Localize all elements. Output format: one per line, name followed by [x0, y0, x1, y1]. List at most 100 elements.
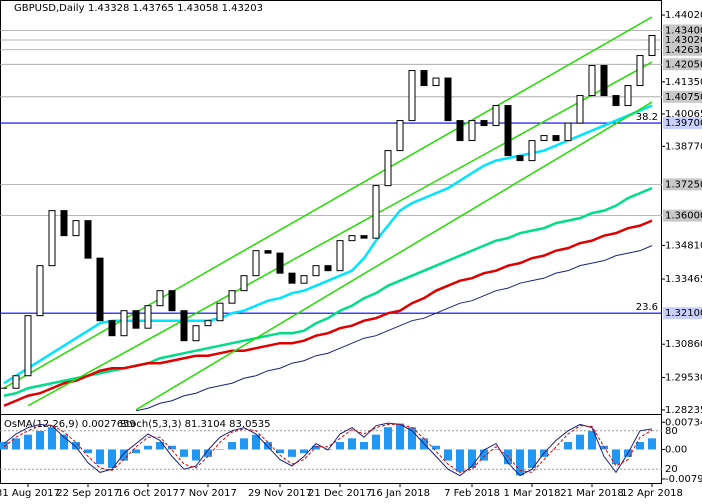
stochastic-line — [3, 423, 653, 473]
candle — [156, 290, 164, 307]
candle — [648, 35, 656, 57]
osma-bar — [12, 438, 20, 450]
osma-bar — [396, 423, 404, 450]
osma-bar — [0, 442, 8, 450]
candle — [288, 272, 296, 284]
level-label: 1.42050 — [665, 59, 702, 70]
osma-bar — [156, 442, 164, 450]
osma-bar — [528, 449, 536, 468]
y-tick-label: 1.38770 — [665, 141, 702, 152]
x-tick-label: 16 Oct 2017 — [117, 488, 179, 499]
candle — [624, 85, 632, 107]
osma-bar — [360, 442, 368, 450]
candle — [96, 257, 104, 322]
indicator-tick-label: 0.00 — [665, 444, 687, 455]
osma-bar — [312, 445, 320, 450]
x-tick-label: 12 Apr 2018 — [621, 488, 683, 499]
x-tick-label: 1 Mar 2018 — [503, 488, 560, 499]
candle — [204, 320, 212, 327]
level-label-bg — [663, 178, 702, 191]
candle — [192, 325, 200, 342]
level-label-bg — [663, 117, 702, 130]
level-label: 1.36000 — [665, 211, 702, 222]
candle — [360, 235, 368, 239]
level-label: 1.43020 — [665, 35, 702, 46]
candle — [12, 375, 20, 389]
osma-bar — [288, 449, 296, 457]
candle — [516, 155, 524, 162]
y-tick-label: 1.30860 — [665, 339, 702, 350]
osma-bar — [48, 427, 56, 450]
candle — [636, 55, 644, 87]
candle — [108, 320, 116, 337]
candle — [492, 105, 500, 127]
candle — [144, 305, 152, 329]
osma-bar — [456, 449, 464, 472]
osma-bar — [408, 427, 416, 450]
candle — [420, 70, 428, 87]
candle — [576, 95, 584, 124]
osma-bar — [444, 449, 452, 461]
level-label: 1.39700 — [665, 118, 702, 129]
fib-label: 38.2 — [636, 112, 658, 123]
osma-bar — [648, 438, 656, 450]
candle — [120, 310, 128, 337]
candle — [600, 65, 608, 97]
candle — [48, 210, 56, 267]
plot-frame — [0, 0, 662, 484]
candle — [564, 122, 572, 142]
candle — [84, 220, 92, 259]
osma-bar — [264, 442, 272, 450]
candle — [168, 290, 176, 312]
quote: 1.43328 1.43765 1.43058 1.43203 — [88, 3, 263, 14]
moving-average — [3, 186, 653, 397]
osma-bar — [576, 434, 584, 450]
moving-average — [135, 245, 653, 412]
candle — [276, 252, 284, 274]
stoch-title: Stoch(5,3,3) 81.3104 83.0535 — [120, 419, 271, 430]
osma-bar — [192, 449, 200, 461]
level-label-bg — [663, 34, 702, 47]
x-tick-label: 31 Aug 2017 — [0, 488, 60, 499]
osma-bar — [240, 438, 248, 450]
osma-bar — [516, 449, 524, 476]
candle — [372, 185, 380, 239]
candle — [312, 265, 320, 277]
x-tick-label: 22 Sep 2017 — [56, 488, 119, 499]
osma-bar — [492, 449, 500, 450]
candle — [132, 310, 140, 329]
y-tick-label: 1.29530 — [665, 372, 702, 383]
osma-bar — [276, 449, 284, 454]
x-tick-label: 21 Mar 2018 — [560, 488, 623, 499]
candle — [456, 120, 464, 142]
level-label: 1.43400 — [665, 26, 702, 37]
osma-title: OsMA(12,26,9) 0.0027659 — [4, 419, 136, 430]
candle — [480, 120, 488, 127]
osma-bar — [36, 430, 44, 450]
osma-bar — [432, 445, 440, 450]
candle — [264, 250, 272, 254]
candle — [252, 250, 260, 277]
candle — [216, 302, 224, 322]
stoch-tick-label: 80 — [665, 426, 678, 437]
candle — [384, 150, 392, 187]
moving-average — [3, 219, 653, 407]
level-label: 1.37250 — [665, 179, 702, 190]
candle — [408, 70, 416, 122]
candle — [528, 140, 536, 162]
osma-bar — [24, 434, 32, 450]
osma-bar — [108, 449, 116, 468]
symbol-title: GBPUSD,Daily — [14, 3, 85, 14]
indicator-tick-label: 0.007348 — [665, 417, 702, 428]
stoch-tick-label: 20 — [665, 464, 678, 475]
channel-line — [27, 61, 653, 407]
candle — [432, 77, 440, 87]
x-tick-label: 16 Jan 2018 — [370, 488, 430, 499]
candle — [240, 275, 248, 292]
y-tick-label: 1.28235 — [665, 405, 702, 416]
y-tick-label: 1.41350 — [665, 77, 702, 88]
y-tick-label: 1.34810 — [665, 240, 702, 251]
osma-bar — [180, 449, 188, 457]
